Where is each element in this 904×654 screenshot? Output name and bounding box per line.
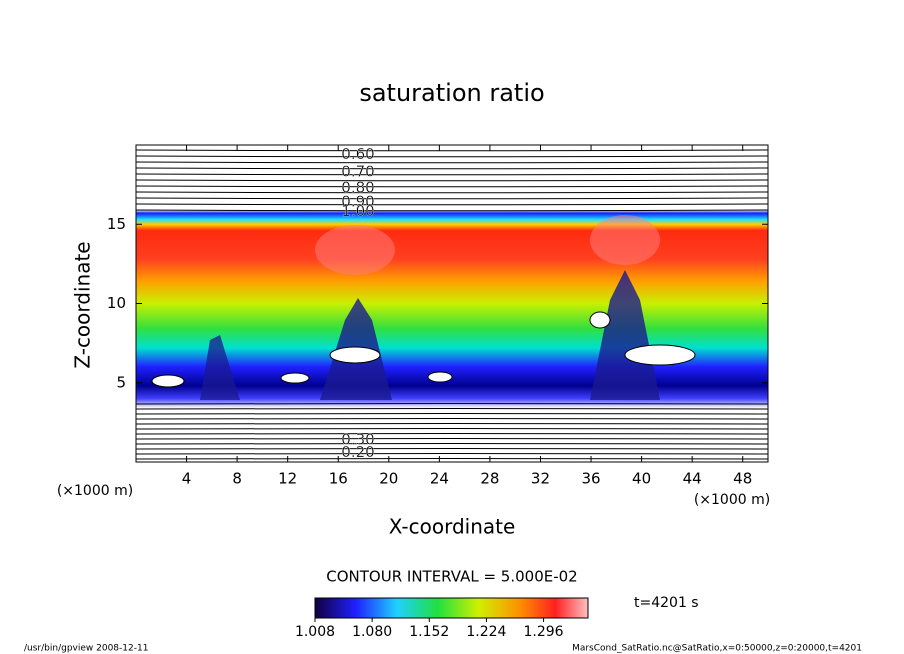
- x-tick-label: 8: [232, 470, 242, 488]
- isoline: [135, 413, 769, 415]
- isoline: [135, 155, 769, 158]
- isoline: [135, 403, 769, 405]
- isoline: [135, 173, 769, 176]
- x-tick-label: 40: [632, 470, 651, 488]
- contour-field: [135, 144, 769, 463]
- isoline: [135, 453, 769, 455]
- isoline: [135, 448, 769, 450]
- contour-label: 0.90: [341, 193, 374, 211]
- x-tick-label: 12: [278, 470, 297, 488]
- x-tick-label: 48: [733, 470, 752, 488]
- x-tick-label: 36: [581, 470, 600, 488]
- colorbar-tick-label: 1.080: [352, 624, 392, 640]
- isoline: [135, 443, 769, 445]
- isoline: [135, 185, 769, 188]
- x-tick-label: 44: [683, 470, 702, 488]
- isoline: [135, 458, 769, 460]
- isoline: [135, 428, 769, 430]
- isoline: [135, 167, 769, 170]
- isoline: [135, 209, 769, 212]
- x-axis-label: X-coordinate: [389, 515, 516, 539]
- x-unit: (×1000 m): [694, 492, 770, 508]
- time-label: t=4201 s: [634, 595, 699, 611]
- contour-label: 0.60: [341, 145, 374, 163]
- contour-label: 0.80: [341, 178, 374, 196]
- y-tick-label: 15: [107, 215, 126, 233]
- contour-label: 1.00: [341, 202, 374, 220]
- colorbar-tick-label: 1.296: [524, 624, 564, 640]
- x-tick-label: 24: [430, 470, 449, 488]
- chart-title: saturation ratio: [359, 79, 544, 107]
- y-axis-label: Z-coordinate: [71, 241, 95, 368]
- x-tick-label: 16: [329, 470, 348, 488]
- colorbar: [314, 597, 589, 619]
- isoline: [135, 149, 769, 152]
- isoline: [135, 433, 769, 435]
- x-tick-label: 28: [480, 470, 499, 488]
- y-tick-label: 10: [107, 294, 126, 312]
- y-tick-label: 5: [116, 373, 126, 391]
- footer-left: /usr/bin/gpview 2008-12-11: [24, 644, 148, 654]
- colorbar-tick-label: 1.224: [466, 624, 506, 640]
- y-unit: (×1000 m): [57, 483, 133, 499]
- isoline: [135, 191, 769, 194]
- isoline: [135, 418, 769, 420]
- isoline: [135, 438, 769, 440]
- isoline: [135, 408, 769, 410]
- contour-label: 0.70: [341, 162, 374, 180]
- isoline: [135, 179, 769, 182]
- contour-interval: CONTOUR INTERVAL = 5.000E-02: [326, 568, 577, 586]
- x-tick-label: 32: [531, 470, 550, 488]
- colorbar-tick-label: 1.008: [295, 624, 335, 640]
- contour-label: 0.30: [341, 430, 374, 448]
- x-tick-label: 20: [379, 470, 398, 488]
- contour-label: 0.20: [341, 443, 374, 461]
- isoline: [135, 203, 769, 206]
- isoline: [135, 161, 769, 164]
- x-tick-label: 4: [182, 470, 192, 488]
- isoline: [135, 197, 769, 200]
- isoline: [135, 423, 769, 425]
- footer-right: MarsCond_SatRatio.nc@SatRatio,x=0:50000,…: [572, 644, 862, 654]
- colorbar-tick-label: 1.152: [409, 624, 449, 640]
